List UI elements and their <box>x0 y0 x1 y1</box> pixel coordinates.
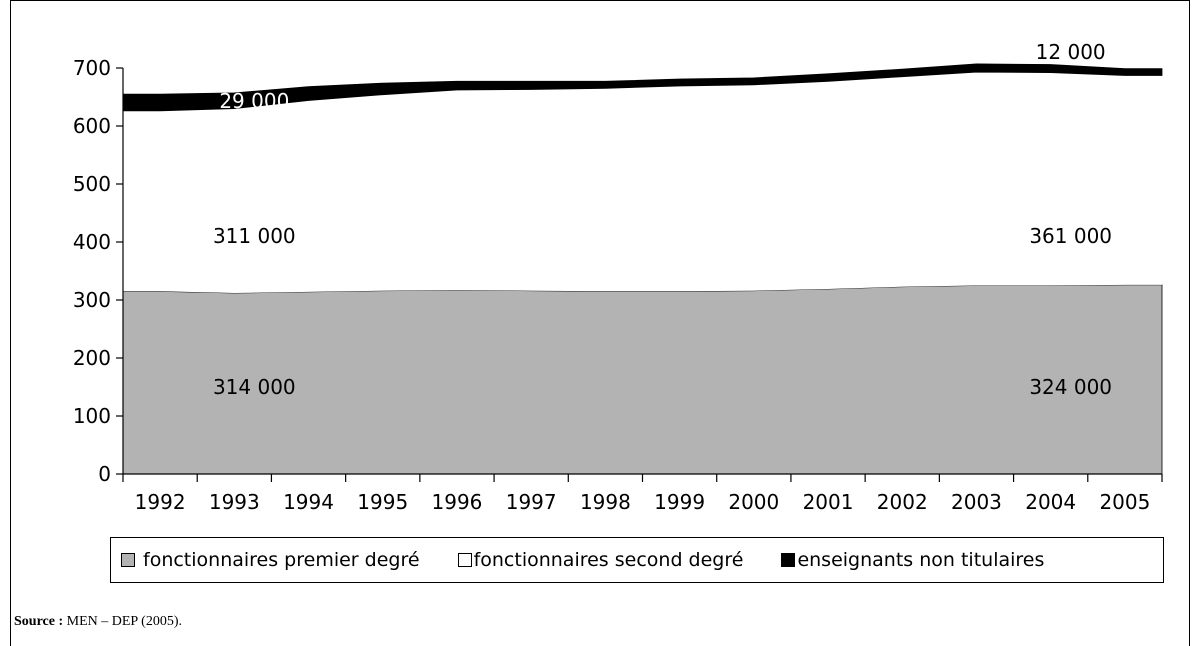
legend-item-premier-degre: fonctionnaires premier degré <box>121 549 420 571</box>
legend-label: fonctionnaires second degré <box>473 549 744 571</box>
axes-layer: 0 100 200 300 400 500 600 700 1992 1993 1994 1995 19… <box>73 56 1163 514</box>
y-tick-label: 600 <box>73 114 111 138</box>
data-label: 324 000 <box>1029 375 1112 399</box>
x-tick-label: 1992 <box>135 490 186 514</box>
x-tick-label: 2005 <box>1099 490 1150 514</box>
x-tick-label: 1999 <box>654 490 705 514</box>
x-tick-label: 1996 <box>432 490 483 514</box>
y-tick-label: 500 <box>73 172 111 196</box>
annotation-layer: 29 000 12 000 311 000 361 000 314 000 324 000 <box>213 40 1112 399</box>
stacked-area-chart: 0 100 200 300 400 500 600 700 1992 1993 1994 1995 19… <box>73 40 1163 514</box>
source-label: Source : <box>14 614 64 629</box>
x-tick-label: 2004 <box>1025 490 1076 514</box>
data-label: 314 000 <box>213 375 296 399</box>
area-layer <box>122 63 1163 475</box>
x-tick-label: 2000 <box>728 490 779 514</box>
y-tick-label: 200 <box>73 346 111 370</box>
area-series-2 <box>122 63 1163 112</box>
data-label: 29 000 <box>219 89 289 113</box>
x-tick-label: 1998 <box>580 490 631 514</box>
legend-swatch-white-icon <box>457 553 472 567</box>
legend-swatch-black-icon <box>781 553 796 567</box>
x-tick-label: 1997 <box>506 490 557 514</box>
source-note: Source : MEN – DEP (2005). <box>14 614 182 630</box>
figure-frame <box>10 0 1190 646</box>
data-label: 311 000 <box>213 224 296 248</box>
x-tick-label: 1993 <box>209 490 260 514</box>
x-tick-label: 2002 <box>877 490 928 514</box>
legend-item-second-degre: fonctionnaires second degré <box>457 549 744 571</box>
legend-item-non-titulaires: enseignants non titulaires <box>781 549 1044 571</box>
legend-label: fonctionnaires premier degré <box>143 549 420 571</box>
data-label: 12 000 <box>1036 40 1106 64</box>
legend-swatch-grey-icon <box>121 553 135 567</box>
area-series-1 <box>123 72 1162 293</box>
legend-label: enseignants non titulaires <box>797 549 1045 571</box>
y-tick-label: 400 <box>73 230 111 254</box>
y-tick-label: 700 <box>73 56 111 80</box>
y-tick-label: 300 <box>73 288 111 312</box>
source-text: MEN – DEP (2005). <box>63 614 182 629</box>
data-label: 361 000 <box>1029 224 1112 248</box>
x-tick-label: 2003 <box>951 490 1002 514</box>
y-tick-label: 0 <box>98 462 111 486</box>
legend: fonctionnaires premier degré fonctionnai… <box>110 537 1164 583</box>
y-tick-label: 100 <box>73 404 111 428</box>
x-tick-label: 2001 <box>803 490 854 514</box>
x-tick-label: 1994 <box>283 490 334 514</box>
x-tick-label: 1995 <box>357 490 408 514</box>
